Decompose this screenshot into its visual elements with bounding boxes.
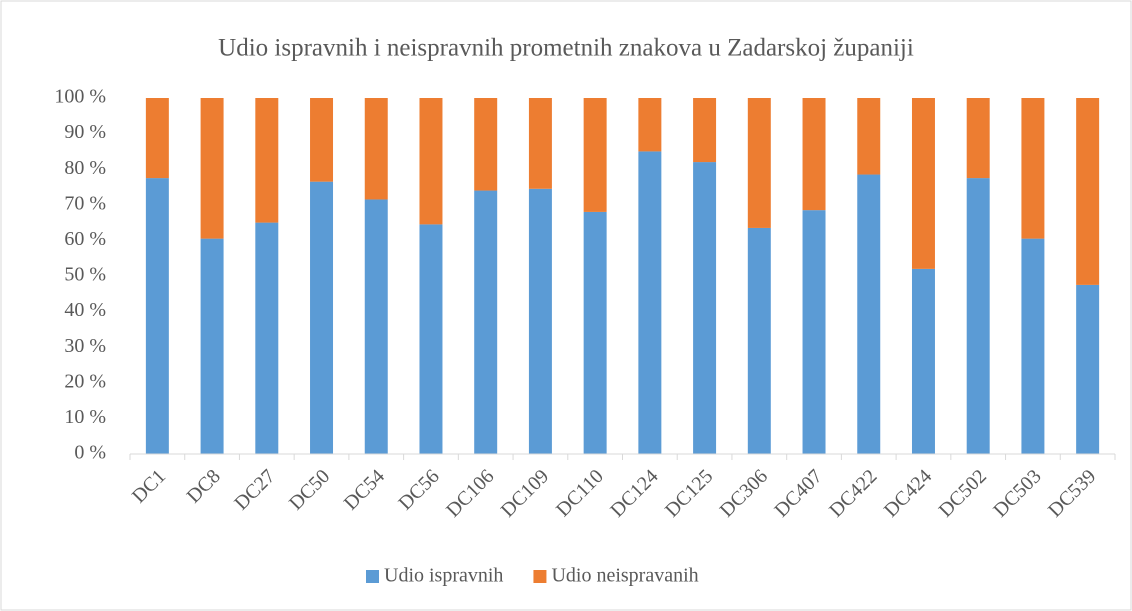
bar-segment bbox=[474, 190, 498, 454]
bar-segment bbox=[364, 98, 388, 200]
y-tick-label: 90 % bbox=[64, 121, 106, 143]
bar-segment bbox=[693, 98, 717, 163]
y-tick-label: 40 % bbox=[64, 299, 106, 321]
legend-swatch bbox=[366, 570, 379, 583]
y-tick-label: 20 % bbox=[64, 370, 106, 392]
bar-segment bbox=[1076, 284, 1100, 454]
bar-segment bbox=[1021, 238, 1045, 454]
bar-segment bbox=[857, 174, 881, 455]
bar-segment bbox=[583, 98, 607, 212]
bar-segment bbox=[310, 181, 334, 454]
chart-title: Udio ispravnih i neispravnih prometnih z… bbox=[218, 35, 914, 62]
y-tick-label: 10 % bbox=[64, 406, 106, 428]
y-tick-label: 50 % bbox=[64, 264, 106, 286]
bar-segment bbox=[1021, 98, 1045, 239]
y-tick-label: 80 % bbox=[64, 157, 106, 179]
bar-segment bbox=[200, 98, 224, 239]
bar-segment bbox=[200, 238, 224, 454]
bar-segment bbox=[583, 211, 607, 454]
bar-segment bbox=[638, 98, 662, 152]
bar-segment bbox=[419, 224, 443, 454]
y-tick-label: 30 % bbox=[64, 335, 106, 357]
y-tick-label: 70 % bbox=[64, 192, 106, 214]
bar-segment bbox=[310, 98, 334, 182]
bar-segment bbox=[145, 178, 169, 454]
bar-segment bbox=[255, 98, 279, 223]
bar-segment bbox=[255, 222, 279, 454]
bar-segment bbox=[857, 98, 881, 175]
legend-swatch bbox=[533, 570, 547, 583]
y-tick-label: 100 % bbox=[54, 86, 106, 108]
bar-segment bbox=[966, 98, 990, 179]
legend-label: Udio ispravnih bbox=[384, 565, 503, 587]
y-tick-label: 0 % bbox=[74, 442, 106, 464]
bar-segment bbox=[966, 178, 990, 454]
bar-segment bbox=[638, 151, 662, 454]
bar-segment bbox=[474, 98, 498, 191]
bar-segment bbox=[747, 98, 771, 228]
y-tick-label: 60 % bbox=[64, 228, 106, 250]
bar-segment bbox=[528, 188, 552, 454]
bar-segment bbox=[802, 98, 826, 211]
bar-segment bbox=[528, 98, 552, 189]
bar-segment bbox=[802, 210, 826, 454]
bar-segment bbox=[419, 98, 443, 225]
bar-segment bbox=[145, 98, 169, 179]
bar-segment bbox=[747, 227, 771, 454]
bar-segment bbox=[364, 199, 388, 454]
bar-segment bbox=[693, 162, 717, 454]
bar-segment bbox=[911, 98, 935, 269]
bar-segment bbox=[911, 268, 935, 454]
legend-label: Udio neispravanih bbox=[551, 565, 698, 587]
bar-segment bbox=[1076, 98, 1100, 285]
